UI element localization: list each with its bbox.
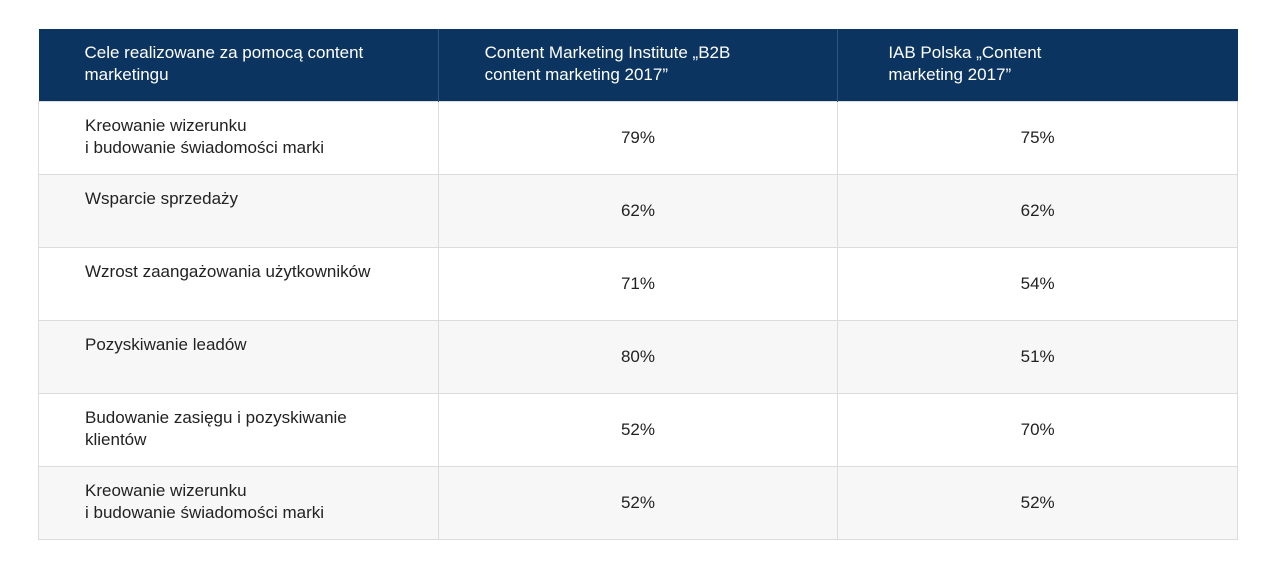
table-row: Budowanie zasięgu i pozyskiwanie klientó… [38,392,1238,467]
percent-cell: 51% [837,319,1238,394]
header-cell: Cele realizowane za pomocą content marke… [38,29,439,101]
row-label: Kreowanie wizerunku i budowanie świadomo… [38,465,439,540]
row-label: Pozyskiwanie leadów [38,319,439,394]
percent-cell: 52% [437,465,839,540]
table-row: Wsparcie sprzedaży 62% 62% [38,173,1238,248]
header-cell: Content Marketing Institute „B2B content… [438,29,839,101]
percent-cell: 52% [437,392,839,467]
header-cell: IAB Polska „Content marketing 2017” [837,29,1238,101]
table-body: Kreowanie wizerunku i budowanie świadomo… [38,100,1238,540]
row-label: Wzrost zaangażowania użytkowników [38,246,439,321]
percent-cell: 62% [437,173,839,248]
percent-cell: 70% [837,392,1238,467]
percent-cell: 52% [837,465,1238,540]
comparison-table: Cele realizowane za pomocą content marke… [38,29,1238,540]
table-header: Cele realizowane za pomocą content marke… [38,29,1238,101]
percent-cell: 79% [437,100,839,175]
percent-cell: 80% [437,319,839,394]
table-row: Pozyskiwanie leadów 80% 51% [38,319,1238,394]
header-row: Cele realizowane za pomocą content marke… [38,29,1238,101]
table-row: Wzrost zaangażowania użytkowników 71% 54% [38,246,1238,321]
row-label: Budowanie zasięgu i pozyskiwanie klientó… [38,392,439,467]
row-label: Kreowanie wizerunku i budowanie świadomo… [38,100,439,175]
percent-cell: 71% [437,246,839,321]
table-row: Kreowanie wizerunku i budowanie świadomo… [38,465,1238,540]
percent-cell: 54% [837,246,1238,321]
percent-cell: 75% [837,100,1238,175]
table-row: Kreowanie wizerunku i budowanie świadomo… [38,100,1238,175]
percent-cell: 62% [837,173,1238,248]
row-label: Wsparcie sprzedaży [38,173,439,248]
